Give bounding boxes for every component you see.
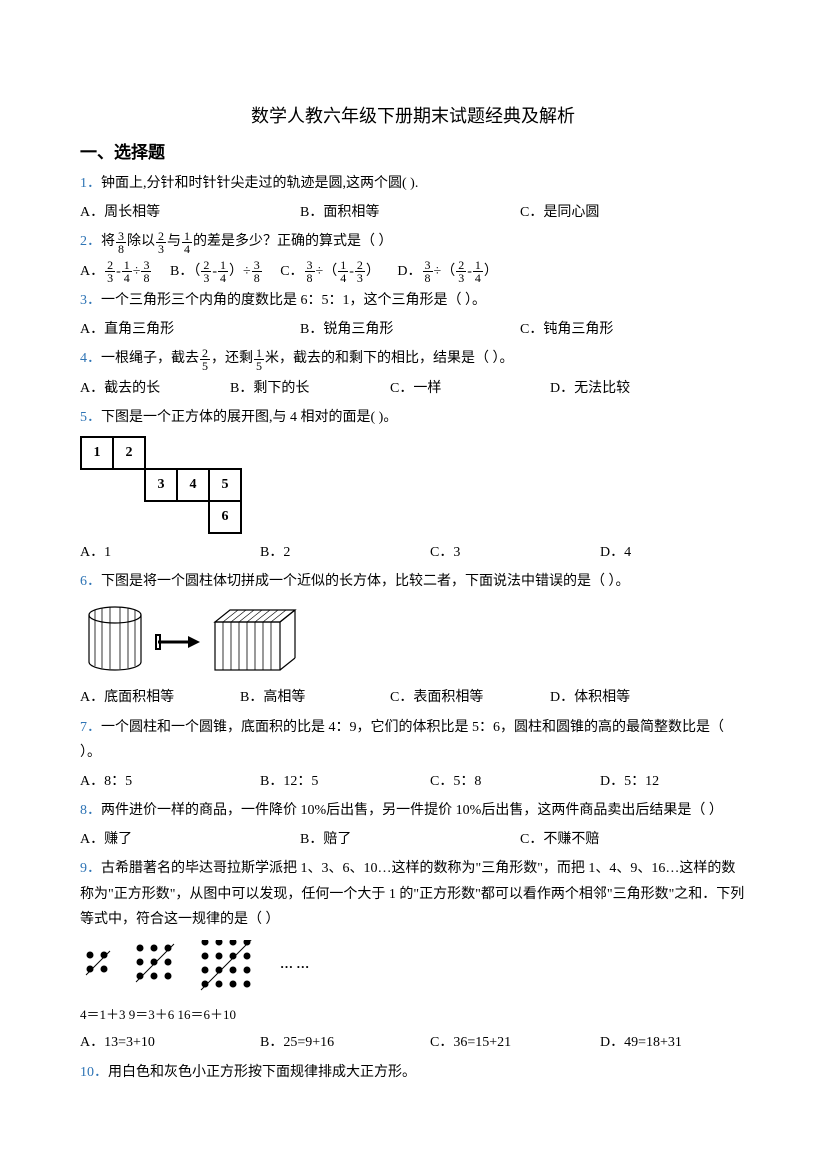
opt-b: B．锐角三角形: [300, 317, 520, 342]
net-cell: 1: [81, 437, 113, 469]
opt-d: D．38÷（23-14）: [397, 264, 497, 279]
opt-b: B．赔了: [300, 827, 520, 852]
net-cell: 2: [113, 437, 145, 469]
opt-a: A．8：5: [80, 769, 260, 794]
opt-d: D．4: [600, 540, 740, 565]
net-cell: 3: [145, 469, 177, 501]
opt-c: C．36=15+21: [430, 1030, 600, 1055]
q-text: 一个三角形三个内角的度数比是 6：5：1，这个三角形是（ ）。: [101, 293, 486, 308]
q-num: 5．: [80, 410, 101, 425]
q-num: 10．: [80, 1065, 108, 1080]
section-header: 一、选择题: [80, 138, 746, 169]
opt-b: B．高相等: [240, 685, 390, 710]
q-num: 3．: [80, 293, 101, 308]
opt-a: A．13=3+10: [80, 1030, 260, 1055]
q-text: 将38除以23与14的差是多少？正确的算式是（ ）: [101, 234, 393, 249]
question-7: 7．一个圆柱和一个圆锥，底面积的比是 4：9，它们的体积比是 5：6，圆柱和圆锥…: [80, 715, 746, 765]
q8-options: A．赚了 B．赔了 C．不赚不赔: [80, 827, 746, 852]
opt-d: D．无法比较: [550, 376, 630, 401]
q-num: 6．: [80, 574, 101, 589]
q6-options: A．底面积相等 B．高相等 C．表面积相等 D．体积相等: [80, 685, 746, 710]
question-6: 6．下图是将一个圆柱体切拼成一个近似的长方体，比较二者，下面说法中错误的是（ ）…: [80, 569, 746, 594]
opt-a: A．赚了: [80, 827, 300, 852]
q-text: 古希腊著名的毕达哥拉斯学派把 1、3、6、10…这样的数称为"三角形数"，而把 …: [80, 861, 744, 926]
q-text: 下图是一个正方体的展开图,与 4 相对的面是( )。: [101, 410, 397, 425]
question-5: 5．下图是一个正方体的展开图,与 4 相对的面是( )。: [80, 405, 746, 430]
question-9: 9．古希腊著名的毕达哥拉斯学派把 1、3、6、10…这样的数称为"三角形数"，而…: [80, 856, 746, 932]
q-text: 两件进价一样的商品，一件降价 10%后出售，另一件提价 10%后出售，这两件商品…: [101, 803, 723, 818]
opt-d: D．49=18+31: [600, 1030, 740, 1055]
question-3: 3．一个三角形三个内角的度数比是 6：5：1，这个三角形是（ ）。: [80, 288, 746, 313]
opt-a: A．1: [80, 540, 260, 565]
cylinder-diagram: [80, 602, 746, 677]
opt-b: B．面积相等: [300, 200, 520, 225]
ellipsis: … …: [280, 956, 309, 971]
opt-b: B．25=9+16: [260, 1030, 430, 1055]
opt-d: D．5：12: [600, 769, 740, 794]
opt-b: B．剩下的长: [230, 376, 390, 401]
q5-options: A．1 B．2 C．3 D．4: [80, 540, 746, 565]
question-2: 2．将38除以23与14的差是多少？正确的算式是（ ）: [80, 229, 746, 254]
question-4: 4．一根绳子，截去25，还剩15米，截去的和剩下的相比，结果是（ ）。: [80, 346, 746, 371]
opt-c: C．是同心圆: [520, 200, 599, 225]
opt-c: C．表面积相等: [390, 685, 550, 710]
opt-b: B．2: [260, 540, 430, 565]
q-text: 一根绳子，截去25，还剩15米，截去的和剩下的相比，结果是（ ）。: [101, 351, 514, 366]
q3-options: A．直角三角形 B．锐角三角形 C．钝角三角形: [80, 317, 746, 342]
question-10: 10．用白色和灰色小正方形按下面规律排成大正方形。: [80, 1060, 746, 1085]
q-num: 2．: [80, 234, 101, 249]
q2-options: A．23-14÷38 B．（23-14）÷38 C．38÷（14-23） D．3…: [80, 259, 746, 284]
q-num: 1．: [80, 176, 101, 191]
q-num: 9．: [80, 861, 101, 876]
cube-net-diagram: 1 2 3 4 5 6: [80, 436, 746, 534]
question-1: 1．钟面上,分针和时针针尖走过的轨迹是圆,这两个圆( ).: [80, 171, 746, 196]
q4-options: A．截去的长 B．剩下的长 C．一样 D．无法比较: [80, 376, 746, 401]
q-text: 用白色和灰色小正方形按下面规律排成大正方形。: [108, 1065, 416, 1080]
q-text: 下图是将一个圆柱体切拼成一个近似的长方体，比较二者，下面说法中错误的是（ ）。: [101, 574, 630, 589]
opt-a: A．截去的长: [80, 376, 230, 401]
opt-a: A．周长相等: [80, 200, 300, 225]
opt-a: A．底面积相等: [80, 685, 240, 710]
opt-c: C．钝角三角形: [520, 317, 613, 342]
q-num: 8．: [80, 803, 101, 818]
dots-labels: 4＝1＋3 9＝3＋6 16＝6＋10: [80, 1003, 746, 1026]
question-8: 8．两件进价一样的商品，一件降价 10%后出售，另一件提价 10%后出售，这两件…: [80, 798, 746, 823]
opt-c: C．不赚不赔: [520, 827, 599, 852]
opt-a: A．直角三角形: [80, 317, 300, 342]
dots-diagram: … …: [80, 940, 746, 995]
opt-c: C．38÷（14-23）: [280, 264, 380, 279]
q-text: 一个圆柱和一个圆锥，底面积的比是 4：9，它们的体积比是 5：6，圆柱和圆锥的高…: [80, 720, 724, 760]
net-cell: 6: [209, 501, 241, 533]
page-title: 数学人教六年级下册期末试题经典及解析: [80, 100, 746, 132]
opt-c: C．5：8: [430, 769, 600, 794]
q1-options: A．周长相等 B．面积相等 C．是同心圆: [80, 200, 746, 225]
q7-options: A．8：5 B．12：5 C．5：8 D．5：12: [80, 769, 746, 794]
opt-c: C．一样: [390, 376, 550, 401]
opt-a: A．23-14÷38: [80, 264, 152, 279]
q-num: 4．: [80, 351, 101, 366]
net-cell: 5: [209, 469, 241, 501]
q-text: 钟面上,分针和时针针尖走过的轨迹是圆,这两个圆( ).: [101, 176, 418, 191]
net-cell: 4: [177, 469, 209, 501]
q-num: 7．: [80, 720, 101, 735]
opt-b: B．（23-14）÷38: [170, 264, 263, 279]
q9-options: A．13=3+10 B．25=9+16 C．36=15+21 D．49=18+3…: [80, 1030, 746, 1055]
opt-b: B．12：5: [260, 769, 430, 794]
opt-c: C．3: [430, 540, 600, 565]
opt-d: D．体积相等: [550, 685, 630, 710]
